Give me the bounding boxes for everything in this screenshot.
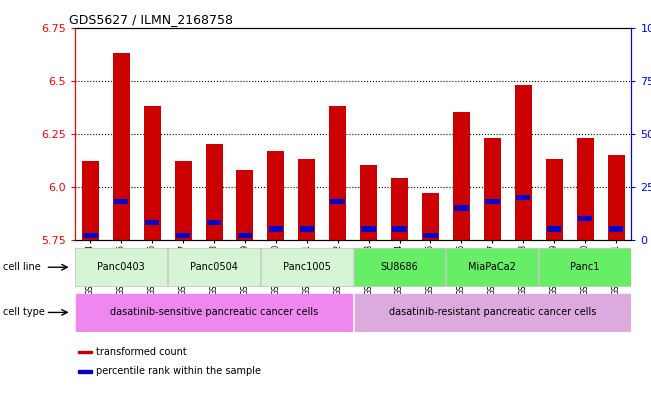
Text: transformed count: transformed count [96, 347, 187, 357]
Bar [578, 216, 592, 221]
Bar [82, 161, 99, 240]
Bar [355, 249, 445, 285]
Bar [113, 53, 130, 240]
Bar [144, 106, 161, 240]
Bar [174, 161, 191, 240]
Text: dasatinib-resistant pancreatic cancer cells: dasatinib-resistant pancreatic cancer ce… [389, 307, 596, 318]
Bar [547, 226, 561, 232]
Bar [145, 220, 159, 226]
Bar [77, 370, 92, 373]
Bar [77, 351, 92, 353]
Bar [238, 233, 252, 238]
Bar [269, 226, 283, 232]
Bar [577, 138, 594, 240]
Text: cell type: cell type [3, 307, 45, 318]
Bar [76, 294, 352, 331]
Bar [515, 85, 532, 240]
Text: SU8686: SU8686 [381, 262, 419, 272]
Bar [83, 233, 98, 238]
Bar [207, 220, 221, 226]
Text: Panc0403: Panc0403 [98, 262, 145, 272]
Text: cell line: cell line [3, 262, 41, 272]
Bar [454, 205, 469, 211]
Bar [540, 249, 630, 285]
Bar [485, 199, 499, 204]
Bar [484, 138, 501, 240]
Text: Panc0504: Panc0504 [190, 262, 238, 272]
Bar [268, 151, 284, 240]
Bar [114, 199, 128, 204]
Bar [206, 144, 223, 240]
Bar [298, 159, 315, 240]
Bar [361, 226, 376, 232]
Bar [360, 165, 377, 240]
Bar [516, 195, 531, 200]
Bar [422, 193, 439, 240]
Bar [262, 249, 352, 285]
Bar [169, 249, 259, 285]
Text: percentile rank within the sample: percentile rank within the sample [96, 366, 261, 376]
Bar [453, 112, 470, 240]
Bar [176, 233, 190, 238]
Bar [355, 294, 630, 331]
Bar [393, 226, 407, 232]
Text: dasatinib-sensitive pancreatic cancer cells: dasatinib-sensitive pancreatic cancer ce… [110, 307, 318, 318]
Bar [447, 249, 537, 285]
Bar [236, 170, 253, 240]
Text: Panc1: Panc1 [570, 262, 600, 272]
Bar [329, 106, 346, 240]
Bar [423, 233, 437, 238]
Bar [546, 159, 562, 240]
Text: GDS5627 / ILMN_2168758: GDS5627 / ILMN_2168758 [69, 13, 233, 26]
Bar [299, 226, 314, 232]
Text: MiaPaCa2: MiaPaCa2 [468, 262, 516, 272]
Bar [391, 178, 408, 240]
Bar [331, 199, 345, 204]
Bar [76, 249, 166, 285]
Text: Panc1005: Panc1005 [283, 262, 331, 272]
Bar [609, 226, 623, 232]
Bar [607, 155, 624, 240]
